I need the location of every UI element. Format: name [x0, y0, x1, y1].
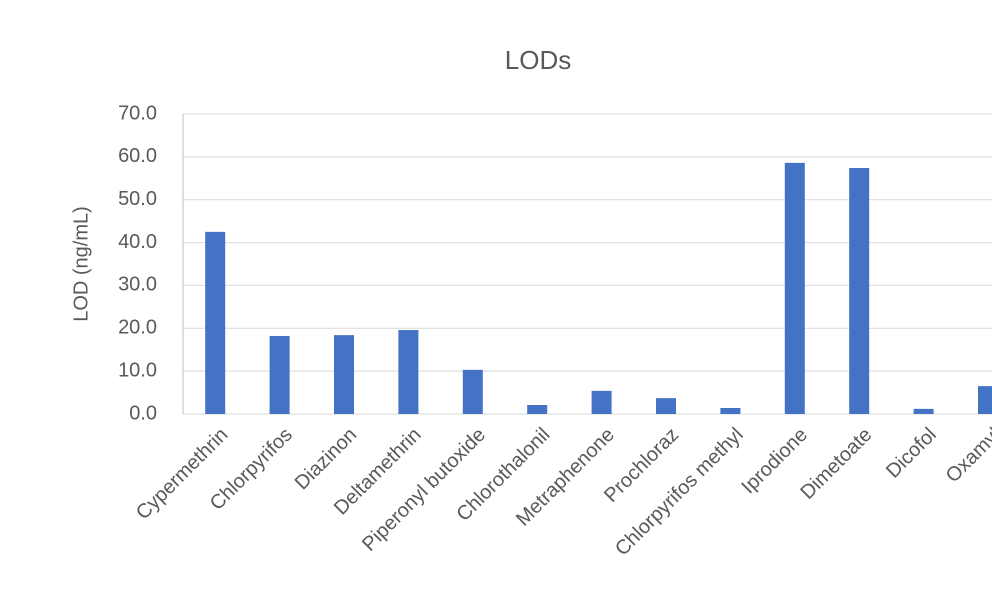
bar — [720, 408, 741, 414]
bar — [398, 330, 419, 414]
chart-title: LODs — [505, 45, 571, 75]
bar — [784, 162, 805, 414]
y-axis-label: LOD (ng/mL) — [70, 206, 92, 322]
y-tick-label: 30.0 — [118, 274, 157, 296]
bar — [849, 168, 870, 414]
bar — [527, 405, 548, 414]
y-tick-label: 60.0 — [118, 145, 157, 167]
y-tick-label: 70.0 — [118, 102, 157, 124]
bar — [205, 231, 226, 414]
bar — [656, 398, 676, 414]
y-tick-label: 10.0 — [118, 359, 157, 381]
x-tick-label: Chlorpyrifos methyl — [611, 424, 748, 561]
bar — [591, 390, 612, 414]
bar — [334, 335, 354, 414]
y-tick-label: 40.0 — [118, 231, 157, 253]
bar — [978, 386, 992, 414]
bar — [462, 369, 483, 414]
y-tick-label: 50.0 — [118, 188, 157, 210]
x-tick-label: Piperonyl butoxide — [358, 424, 490, 556]
x-tick-label: Dicofol — [882, 424, 941, 483]
y-tick-label: 0.0 — [129, 402, 157, 424]
y-tick-label: 20.0 — [118, 317, 157, 339]
bar — [269, 336, 290, 414]
x-tick-label: Oxamyl — [942, 424, 992, 487]
bar — [913, 408, 934, 414]
